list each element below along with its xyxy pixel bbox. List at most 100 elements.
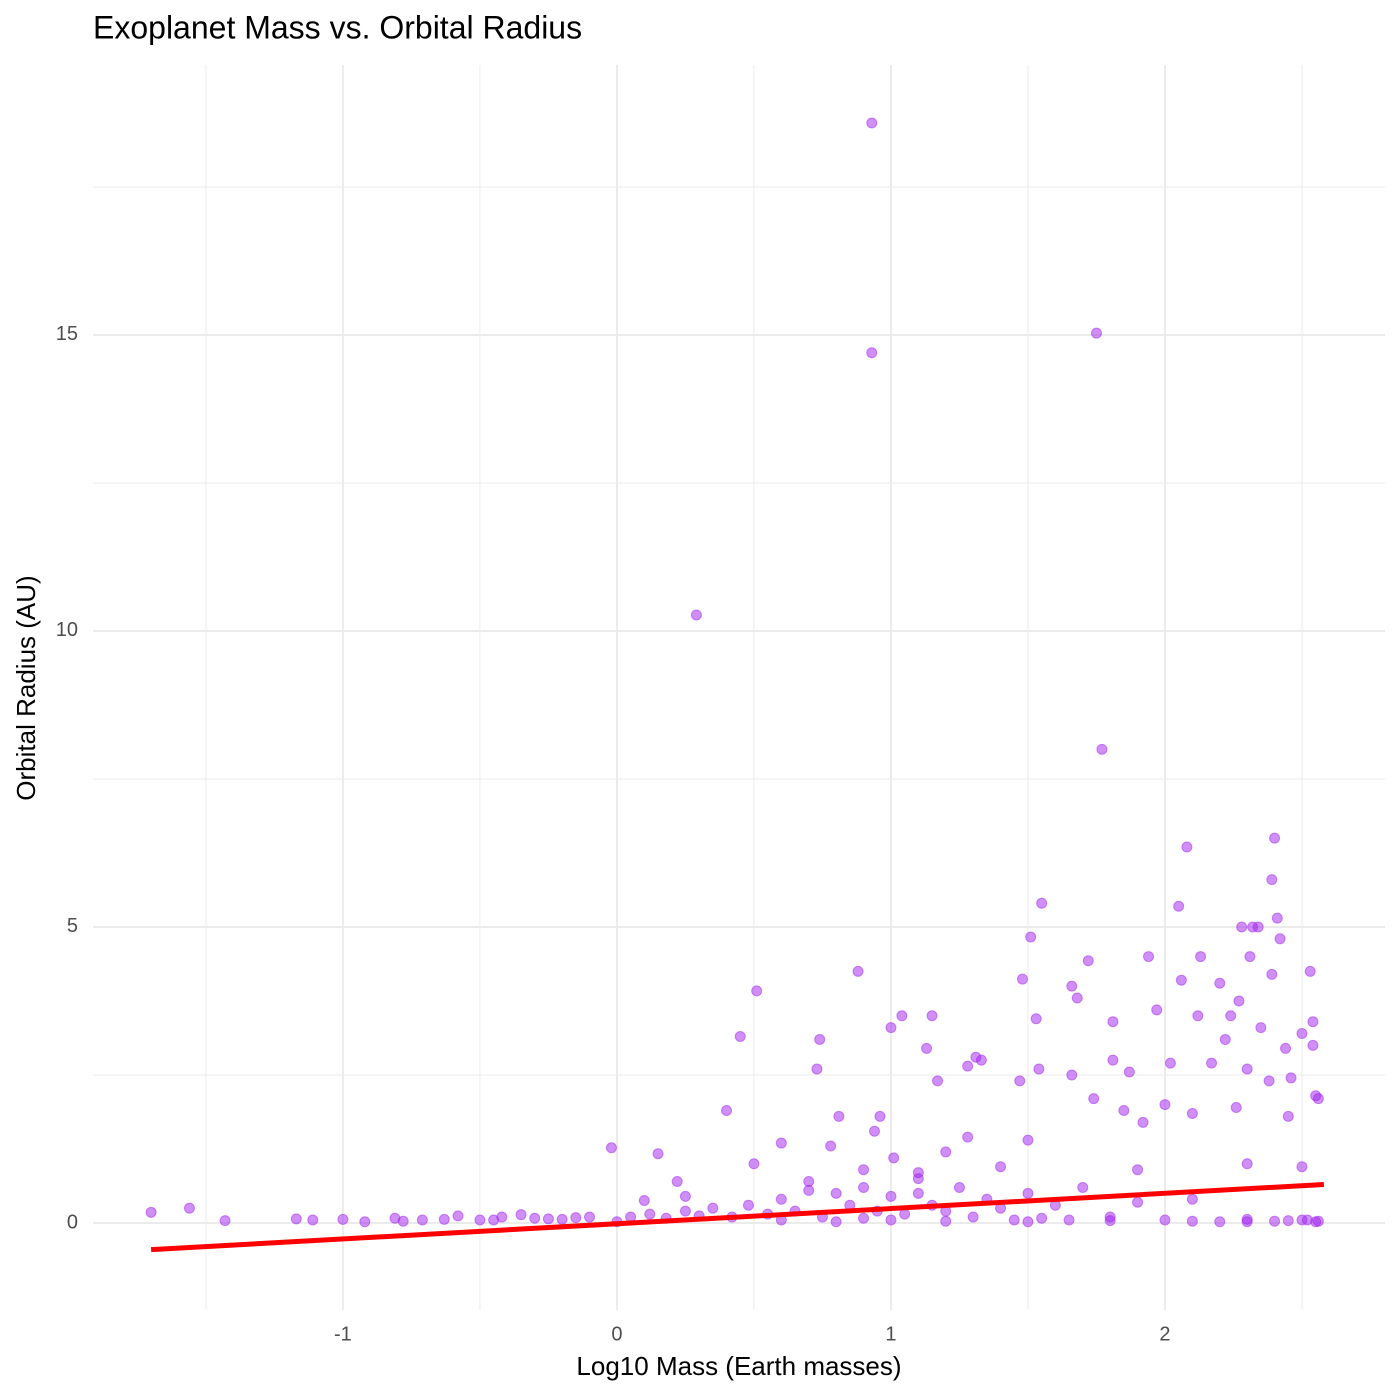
data-point	[962, 1060, 974, 1072]
data-point	[1296, 1161, 1308, 1173]
data-point	[1107, 1016, 1119, 1028]
data-point	[1244, 951, 1256, 963]
data-point	[967, 1211, 979, 1223]
data-point	[866, 347, 878, 359]
data-point	[742, 1199, 754, 1211]
data-point	[1307, 1039, 1319, 1051]
data-point	[1255, 1022, 1267, 1034]
data-point	[1159, 1214, 1171, 1226]
data-point	[1271, 912, 1283, 924]
data-point	[1066, 1069, 1078, 1081]
data-point	[734, 1030, 746, 1042]
data-point	[940, 1215, 952, 1227]
data-point	[1107, 1054, 1119, 1066]
data-point	[1219, 1033, 1231, 1045]
data-point	[962, 1131, 974, 1143]
data-point	[858, 1181, 870, 1193]
data-point	[1263, 1075, 1275, 1087]
trend-line	[150, 1181, 1325, 1253]
data-point	[975, 1054, 987, 1066]
data-point	[1071, 992, 1083, 1004]
data-point	[932, 1075, 944, 1087]
data-point	[1036, 897, 1048, 909]
data-point	[1195, 951, 1207, 963]
data-point	[1225, 1010, 1237, 1022]
data-point	[1282, 1215, 1294, 1227]
data-point	[1123, 1066, 1135, 1078]
data-point	[858, 1164, 870, 1176]
data-point	[1036, 1212, 1048, 1224]
data-point	[644, 1208, 656, 1220]
data-point	[1008, 1214, 1020, 1226]
data-point	[748, 1158, 760, 1170]
data-point	[1214, 977, 1226, 989]
data-point	[885, 1214, 897, 1226]
data-point	[896, 1010, 908, 1022]
data-point	[1236, 921, 1248, 933]
data-point	[1030, 1013, 1042, 1025]
data-point	[1186, 1215, 1198, 1227]
data-point	[1118, 1104, 1130, 1116]
x-tick-label: 2	[1159, 1323, 1170, 1345]
data-point	[1304, 965, 1316, 977]
data-point	[940, 1146, 952, 1158]
data-point	[1143, 951, 1155, 963]
data-point	[671, 1176, 683, 1188]
data-point	[488, 1214, 500, 1226]
data-point	[1164, 1057, 1176, 1069]
data-point	[833, 1110, 845, 1122]
data-point	[866, 117, 878, 129]
data-point	[307, 1214, 319, 1226]
data-point	[1266, 968, 1278, 980]
data-point	[1137, 1116, 1149, 1128]
data-point	[556, 1213, 568, 1225]
data-point	[1214, 1216, 1226, 1228]
data-point	[290, 1213, 302, 1225]
data-point	[1269, 832, 1281, 844]
data-point	[584, 1211, 596, 1223]
data-point	[1296, 1028, 1308, 1040]
data-point	[1063, 1214, 1075, 1226]
data-point	[1274, 933, 1286, 945]
data-point	[1282, 1110, 1294, 1122]
data-point	[515, 1209, 527, 1221]
data-point	[926, 1010, 938, 1022]
x-tick-label: 0	[611, 1323, 622, 1345]
x-axis-label: Log10 Mass (Earth masses)	[576, 1351, 901, 1381]
data-point	[1132, 1196, 1144, 1208]
data-point	[438, 1213, 450, 1225]
data-point	[679, 1205, 691, 1217]
data-point	[1025, 931, 1037, 943]
y-tick-label: 0	[67, 1211, 78, 1233]
data-point	[183, 1202, 195, 1214]
data-point	[1022, 1216, 1034, 1228]
data-point	[707, 1202, 719, 1214]
data-point	[1241, 1216, 1253, 1228]
data-point	[803, 1176, 815, 1188]
data-point	[921, 1042, 933, 1054]
data-point	[337, 1213, 349, 1225]
y-axis-label: Orbital Radius (AU)	[11, 575, 41, 800]
data-point	[874, 1110, 886, 1122]
data-point	[869, 1125, 881, 1137]
data-point	[775, 1193, 787, 1205]
data-point	[1151, 1004, 1163, 1016]
data-point	[1301, 1214, 1313, 1226]
data-point	[1206, 1057, 1218, 1069]
data-point	[1022, 1134, 1034, 1146]
data-point	[1192, 1010, 1204, 1022]
data-point	[888, 1152, 900, 1164]
data-point	[912, 1187, 924, 1199]
data-point	[1181, 841, 1193, 853]
data-point	[1033, 1063, 1045, 1075]
data-point	[1312, 1215, 1324, 1227]
data-point	[1186, 1107, 1198, 1119]
data-point	[416, 1214, 428, 1226]
data-point	[1285, 1072, 1297, 1084]
data-point	[1280, 1042, 1292, 1054]
data-point	[1307, 1016, 1319, 1028]
y-tick-label: 15	[56, 323, 78, 345]
data-point	[775, 1137, 787, 1149]
data-point	[397, 1215, 409, 1227]
